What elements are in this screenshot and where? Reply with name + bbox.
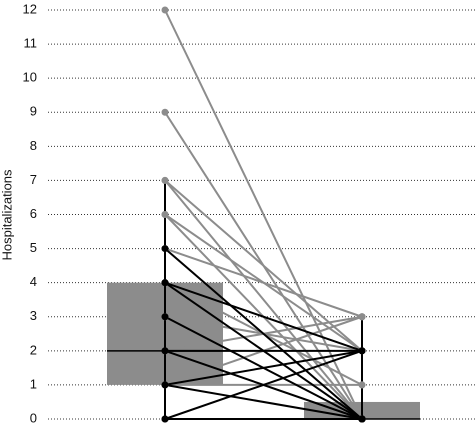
pair-line [164,247,363,318]
y-tick-label: 11 [24,36,38,51]
after-point [358,415,366,423]
y-tick-label: 0 [30,410,37,424]
y-tick-label: 3 [30,308,37,323]
before-point [161,6,169,14]
before-point [161,108,169,116]
y-tick-label: 9 [30,104,37,119]
before-point [161,245,169,253]
y-tick-label: 10 [23,70,37,85]
y-tick-label: 8 [30,138,37,153]
before-point [161,176,169,184]
pair-line [164,281,363,352]
pair-line [164,383,363,420]
pair-line [164,349,363,420]
before-point [161,347,169,355]
y-tick-label: 5 [30,240,37,255]
after-point [358,313,366,321]
y-tick-label: 6 [30,206,37,221]
y-tick-label: 12 [23,1,37,16]
y-tick-label: 4 [30,274,37,289]
before-point [161,211,169,218]
pair-line [164,349,363,386]
y-tick-label: 7 [30,172,37,187]
y-tick-label: 2 [30,342,37,357]
before-point [161,279,169,287]
after-point [358,347,366,355]
y-axis-title: Hospitalizations [0,169,14,261]
before-point [161,381,169,389]
before-point [161,415,169,423]
before-point [161,313,169,321]
pair-line [164,179,363,420]
y-tick-label: 1 [30,376,37,391]
after-point [358,381,366,389]
pair-line [164,247,363,420]
